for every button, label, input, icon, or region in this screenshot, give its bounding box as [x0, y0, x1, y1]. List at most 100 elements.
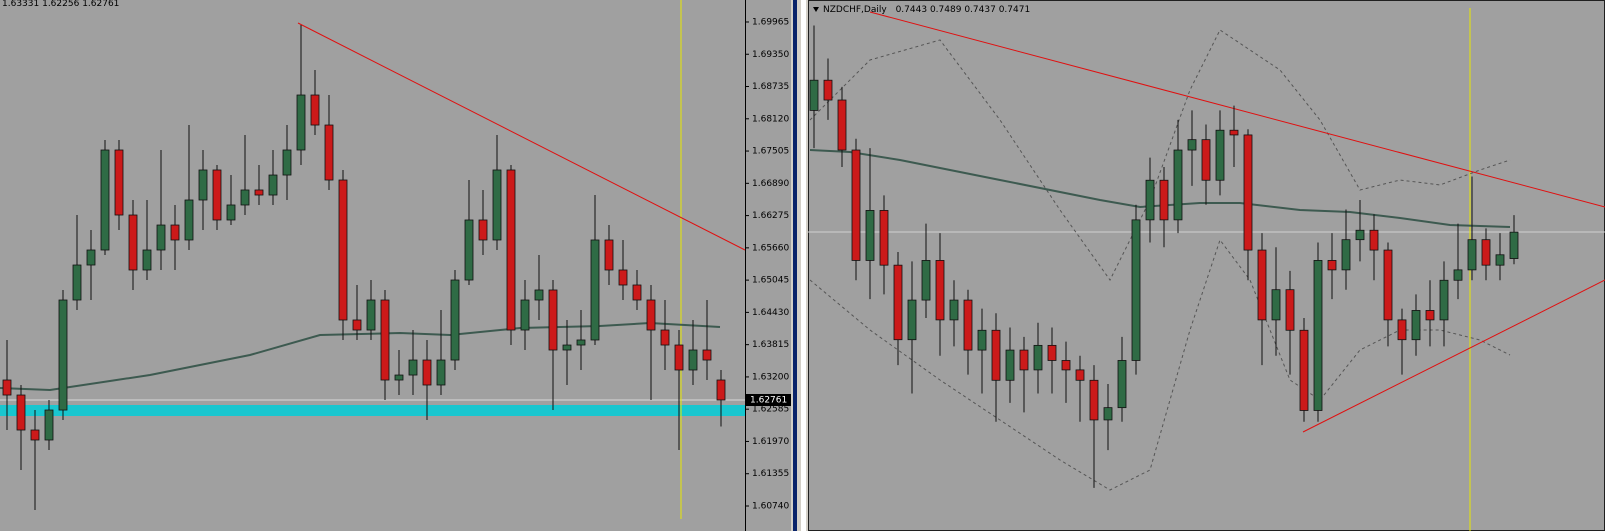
candle-body [1019, 349, 1029, 371]
candle-body [660, 329, 670, 346]
candle-body [837, 99, 847, 151]
candle-body [296, 94, 306, 151]
candle-body [366, 299, 376, 331]
candle-body [492, 169, 502, 241]
candle-body [338, 179, 348, 321]
right-header: NZDCHF,Daily 0.7443 0.7489 0.7437 0.7471 [823, 5, 1030, 15]
candle-body [548, 289, 558, 351]
bollinger-upper [809, 29, 1511, 281]
candle-body [478, 219, 488, 241]
candle-body [1411, 310, 1421, 341]
candle-body [977, 329, 987, 351]
y-tick-label: 1.64430 [752, 308, 789, 318]
current-price: 1.62761 [750, 396, 787, 406]
candle-body [100, 149, 110, 251]
candle-body [702, 349, 712, 361]
candle-body [86, 249, 96, 266]
y-tick-label: 1.63200 [752, 372, 789, 382]
candle-body [534, 289, 544, 301]
candle-body [114, 149, 124, 216]
candle-body [240, 189, 250, 206]
candle-body [1453, 269, 1463, 281]
candle-body [1201, 139, 1211, 181]
candle-body [1103, 407, 1113, 421]
candle-body [30, 429, 40, 441]
candle-body [1145, 179, 1155, 221]
candle-body [380, 299, 390, 381]
trendline [1302, 279, 1605, 433]
candle-body [1117, 360, 1127, 409]
candle-body [562, 344, 572, 351]
candle-body [716, 379, 726, 401]
candle-body [935, 260, 945, 321]
moving-average [809, 149, 1511, 228]
candle-body [72, 264, 82, 301]
left-plot-bg [0, 0, 745, 531]
candle-body [1047, 344, 1057, 361]
low: 1.62256 [42, 0, 79, 9]
y-tick-label: 1.63815 [752, 340, 789, 350]
candle-body [865, 210, 875, 261]
candle-body [58, 299, 68, 411]
candle-body [1467, 239, 1477, 271]
y-tick-label: 1.66890 [752, 179, 789, 189]
high: 0.7489 [930, 5, 962, 15]
y-tick-label: 1.69965 [752, 17, 789, 27]
candle-body [921, 260, 931, 301]
candle-body [310, 94, 320, 126]
candle-body [212, 169, 222, 221]
candle-body [226, 204, 236, 221]
candle-body [324, 124, 334, 181]
candle-body [408, 359, 418, 376]
low: 0.7437 [964, 5, 996, 15]
y-tick-label: 1.61355 [752, 469, 789, 479]
candle-body [1173, 149, 1183, 221]
y-tick-label: 1.67505 [752, 147, 789, 157]
candle-body [170, 224, 180, 241]
candle-body [394, 374, 404, 381]
candle-body [1509, 231, 1519, 259]
y-tick-label: 1.62585 [752, 405, 789, 415]
close: 0.7471 [999, 5, 1031, 15]
candle-body [963, 299, 973, 351]
candle-body [1341, 239, 1351, 271]
candle-body [184, 199, 194, 241]
symbol: NZDCHF,Daily [823, 5, 887, 15]
candle-body [282, 149, 292, 176]
candle-body [576, 339, 586, 346]
candle-body [1299, 329, 1309, 411]
candle-body [991, 329, 1001, 381]
y-tick-label: 1.65660 [752, 243, 789, 253]
y-tick-label: 1.65045 [752, 276, 789, 286]
y-tick-label: 1.68120 [752, 114, 789, 124]
candle-body [1005, 349, 1015, 381]
candle-body [506, 169, 516, 331]
trendline [869, 11, 1605, 208]
candle-body [1425, 310, 1435, 321]
candle-body [254, 189, 264, 196]
candle-body [436, 359, 446, 386]
candle-body [646, 299, 656, 331]
y-tick-label: 1.61970 [752, 437, 789, 447]
candle-body [1215, 129, 1225, 181]
candle-body [128, 214, 138, 271]
candle-body [688, 349, 698, 371]
candle-body [1397, 319, 1407, 341]
splitter-bar [793, 0, 797, 531]
candle-body [450, 279, 460, 361]
menu-arrow[interactable] [813, 7, 819, 12]
candle-body [1439, 279, 1449, 321]
candle-body [142, 249, 152, 271]
candle-body [2, 379, 12, 396]
candle-body [1061, 360, 1071, 371]
candle-body [893, 264, 903, 341]
candle-body [823, 79, 833, 101]
candle-body [1033, 344, 1043, 371]
candle-body [1383, 249, 1393, 321]
candle-body [1285, 289, 1295, 331]
candle-body [464, 219, 474, 281]
open: 0.7443 [896, 5, 928, 15]
candle-body [949, 299, 959, 321]
candle-body [16, 394, 26, 431]
candle-body [1495, 254, 1505, 266]
